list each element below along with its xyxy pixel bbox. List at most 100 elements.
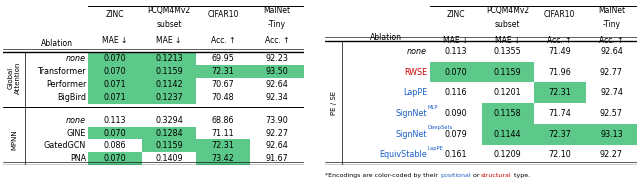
Bar	[482, 124, 534, 145]
Text: RWSE: RWSE	[404, 67, 427, 77]
Text: 0.079: 0.079	[444, 130, 467, 139]
Bar	[88, 52, 142, 65]
Text: 0.086: 0.086	[104, 141, 126, 150]
Text: or: or	[470, 173, 481, 178]
Text: MAE ↓: MAE ↓	[102, 36, 128, 45]
Text: Acc. ↑: Acc. ↑	[211, 36, 236, 45]
Text: 71.74: 71.74	[548, 109, 571, 118]
Bar	[142, 52, 196, 65]
Bar	[142, 91, 196, 104]
Text: 0.070: 0.070	[104, 54, 126, 63]
Bar	[196, 139, 250, 152]
Text: 0.1201: 0.1201	[494, 88, 522, 97]
Text: 92.77: 92.77	[600, 67, 623, 77]
Text: MalNet: MalNet	[264, 6, 291, 15]
Text: 0.070: 0.070	[104, 154, 126, 163]
Text: GatedGCN: GatedGCN	[44, 141, 86, 150]
Text: 0.1209: 0.1209	[493, 150, 522, 159]
Text: 0.1213: 0.1213	[156, 54, 183, 63]
Text: 92.27: 92.27	[600, 150, 623, 159]
Text: -Tiny: -Tiny	[268, 20, 286, 29]
Text: 0.116: 0.116	[444, 88, 467, 97]
Text: positional: positional	[440, 173, 470, 178]
Bar	[586, 124, 637, 145]
Text: 70.67: 70.67	[212, 80, 234, 89]
Text: 92.74: 92.74	[600, 88, 623, 97]
Text: 72.31: 72.31	[212, 141, 234, 150]
Bar	[534, 82, 586, 103]
Text: 0.161: 0.161	[444, 150, 467, 159]
Bar	[88, 91, 142, 104]
Text: 70.48: 70.48	[212, 93, 234, 102]
Text: MAE ↓: MAE ↓	[443, 36, 468, 45]
Text: 0.1237: 0.1237	[155, 93, 183, 102]
Text: CIFAR10: CIFAR10	[207, 10, 239, 19]
Text: MLP: MLP	[428, 105, 438, 110]
Text: MPNN: MPNN	[11, 129, 17, 150]
Text: *Encodings are color-coded by their: *Encodings are color-coded by their	[325, 173, 440, 178]
Text: ZINC: ZINC	[106, 10, 124, 19]
Text: Ablation: Ablation	[370, 33, 402, 42]
Text: PCQM4Mv2: PCQM4Mv2	[147, 6, 191, 15]
Text: -Tiny: -Tiny	[602, 20, 620, 29]
Text: Acc. ↑: Acc. ↑	[599, 36, 624, 45]
Text: subset: subset	[495, 20, 520, 29]
Text: 72.31: 72.31	[212, 67, 234, 76]
Bar	[534, 124, 586, 145]
Text: 73.42: 73.42	[212, 154, 234, 163]
Text: 0.113: 0.113	[444, 47, 467, 56]
Text: structural: structural	[481, 173, 512, 178]
Text: subset: subset	[156, 20, 182, 29]
Bar	[196, 152, 250, 165]
Text: 93.50: 93.50	[266, 67, 289, 76]
Text: 0.071: 0.071	[104, 80, 126, 89]
Text: GINE: GINE	[67, 128, 86, 138]
Bar	[482, 103, 534, 124]
Bar	[88, 152, 142, 165]
Text: LapPE: LapPE	[403, 88, 427, 97]
Text: 73.90: 73.90	[266, 116, 289, 125]
Text: ZINC: ZINC	[447, 10, 465, 19]
Text: 0.1142: 0.1142	[156, 80, 183, 89]
Text: EquivStable: EquivStable	[380, 150, 427, 159]
Text: type.: type.	[512, 173, 530, 178]
Text: 0.070: 0.070	[444, 67, 467, 77]
Text: none: none	[66, 54, 86, 63]
Text: Global
Attention: Global Attention	[8, 62, 20, 94]
Text: 0.1158: 0.1158	[494, 109, 522, 118]
Text: 0.3294: 0.3294	[155, 116, 183, 125]
Text: MAE ↓: MAE ↓	[495, 36, 520, 45]
Bar	[429, 62, 482, 82]
Text: MalNet: MalNet	[598, 6, 625, 15]
Text: 92.64: 92.64	[266, 141, 289, 150]
Text: LapPE: LapPE	[428, 146, 444, 151]
Text: 0.1409: 0.1409	[156, 154, 183, 163]
Bar	[88, 78, 142, 91]
Text: 72.10: 72.10	[548, 150, 571, 159]
Text: 0.1355: 0.1355	[493, 47, 522, 56]
Text: 0.1159: 0.1159	[493, 67, 522, 77]
Text: 92.64: 92.64	[600, 47, 623, 56]
Text: 92.64: 92.64	[266, 80, 289, 89]
Text: 69.95: 69.95	[212, 54, 234, 63]
Text: 0.1159: 0.1159	[155, 141, 183, 150]
Bar	[142, 139, 196, 152]
Text: 72.31: 72.31	[548, 88, 571, 97]
Text: 0.070: 0.070	[104, 67, 126, 76]
Text: Acc. ↑: Acc. ↑	[547, 36, 572, 45]
Text: none: none	[407, 47, 427, 56]
Bar	[88, 127, 142, 139]
Text: 72.37: 72.37	[548, 130, 571, 139]
Text: BigBird: BigBird	[57, 93, 86, 102]
Text: 0.1159: 0.1159	[155, 67, 183, 76]
Text: PE / SE: PE / SE	[331, 91, 337, 115]
Bar	[142, 78, 196, 91]
Text: 92.34: 92.34	[266, 93, 289, 102]
Text: Transformer: Transformer	[38, 67, 86, 76]
Text: 68.86: 68.86	[212, 116, 234, 125]
Text: MAE ↓: MAE ↓	[156, 36, 182, 45]
Text: 92.23: 92.23	[266, 54, 289, 63]
Text: DeepSets: DeepSets	[428, 125, 453, 131]
Text: 92.27: 92.27	[266, 128, 289, 138]
Text: 71.49: 71.49	[548, 47, 571, 56]
